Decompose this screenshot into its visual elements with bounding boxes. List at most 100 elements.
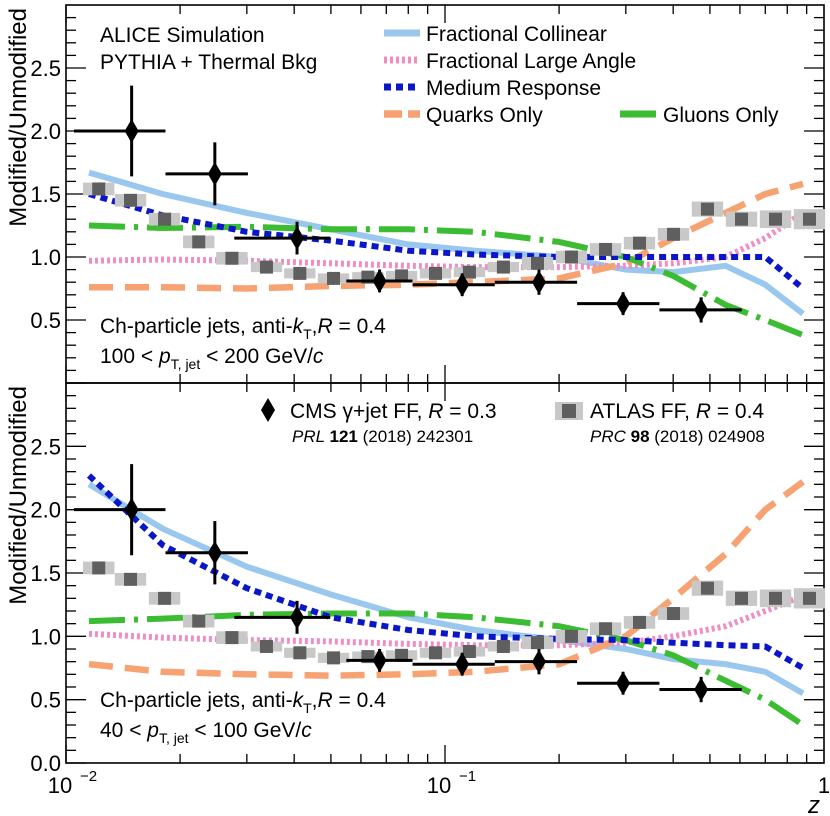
atlas-point xyxy=(158,212,172,226)
atlas-point xyxy=(496,639,510,653)
y-tick-label: 1.5 xyxy=(30,182,61,207)
atlas-point xyxy=(395,648,409,662)
atlas-point xyxy=(192,235,206,249)
atlas-point xyxy=(530,636,544,650)
cms-point xyxy=(616,671,631,696)
x-axis-title: z xyxy=(807,792,820,816)
cms-point xyxy=(455,652,470,677)
y-tick-label: 2.5 xyxy=(30,434,61,459)
atlas-point xyxy=(225,251,239,265)
atlas-point xyxy=(599,622,613,636)
atlas-point xyxy=(735,212,749,226)
legend-label-collinear: Fractional Collinear xyxy=(426,23,607,46)
atlas-point xyxy=(802,591,816,605)
panel-annotation-pt-range: 40 < pT, jet < 100 GeV/c xyxy=(100,719,312,746)
y-axis-title: Modified/Unmodified xyxy=(5,8,32,227)
atlas-point xyxy=(700,581,714,595)
y-axis-title: Modified/Unmodified xyxy=(5,386,32,605)
cms-point xyxy=(372,268,387,293)
atlas-point xyxy=(667,607,681,621)
atlas-point xyxy=(259,639,273,653)
cms-point xyxy=(290,226,305,251)
legend-atlas-marker xyxy=(562,404,576,418)
medium-curve xyxy=(86,473,805,671)
cms-point xyxy=(124,119,139,143)
cms-point xyxy=(616,291,631,316)
cms-point xyxy=(694,297,709,322)
x-tick-exponent: −2 xyxy=(80,768,97,785)
y-tick-label: 2.0 xyxy=(30,119,61,144)
legend-label-large-angle: Fractional Large Angle xyxy=(426,50,636,73)
atlas-point xyxy=(667,227,681,241)
atlas-point xyxy=(124,193,138,207)
y-tick-label: 1.0 xyxy=(30,245,61,270)
atlas-point xyxy=(633,615,647,629)
atlas-point xyxy=(293,646,307,660)
top-panel-curves xyxy=(88,169,805,338)
cms-point xyxy=(372,648,387,673)
atlas-point xyxy=(599,242,613,256)
atlas-point xyxy=(769,591,783,605)
bottom-panel-data-points xyxy=(74,464,826,703)
panel-annotation-jets: Ch-particle jets, anti-kT,R = 0.4 xyxy=(100,689,386,716)
legend-cms-marker xyxy=(261,398,275,422)
panel-annotation-jets: Ch-particle jets, anti-kT,R = 0.4 xyxy=(100,315,386,342)
x-tick-label-1e-1: 10 xyxy=(427,773,451,798)
gluons-curve xyxy=(88,610,805,728)
atlas-point xyxy=(735,591,749,605)
legend-cms-reference: PRL 121 (2018) 242301 xyxy=(292,427,473,446)
atlas-point xyxy=(564,629,578,643)
x-tick-label-1e-2: 10 xyxy=(48,773,72,798)
legend-label-gluons: Gluons Only xyxy=(663,104,779,127)
cms-point xyxy=(207,161,222,186)
cms-point xyxy=(455,272,470,297)
atlas-point xyxy=(92,561,106,575)
y-tick-label: 0.5 xyxy=(30,308,61,333)
cms-point xyxy=(531,270,546,295)
legend-cms-label: CMS γ+jet FF, R = 0.3 xyxy=(290,400,497,423)
y-tick-label: 1.5 xyxy=(30,561,61,586)
atlas-point xyxy=(462,645,476,659)
legend-atlas-reference: PRC 98 (2018) 024908 xyxy=(590,427,765,446)
cms-point xyxy=(207,540,222,565)
header-alice-simulation: ALICE Simulation xyxy=(100,24,265,47)
legend-label-quarks: Quarks Only xyxy=(426,104,543,127)
bottom-panel: 0.00.51.01.52.02.5Modified/Unmodified10−… xyxy=(5,382,830,816)
atlas-point xyxy=(225,631,239,645)
atlas-point xyxy=(700,202,714,216)
atlas-point xyxy=(192,614,206,628)
cms-point xyxy=(531,649,546,674)
atlas-point xyxy=(429,646,443,660)
top-panel-data-points xyxy=(74,85,826,323)
atlas-point xyxy=(633,236,647,250)
y-tick-label: 0.5 xyxy=(30,688,61,713)
atlas-point xyxy=(564,250,578,264)
atlas-point xyxy=(327,271,341,285)
quarks-curve xyxy=(88,479,805,679)
atlas-point xyxy=(293,266,307,280)
atlas-point xyxy=(496,260,510,274)
cms-point xyxy=(694,677,709,702)
atlas-point xyxy=(158,591,172,605)
atlas-point xyxy=(124,572,138,586)
atlas-point xyxy=(259,260,273,274)
y-tick-label: 0.0 xyxy=(30,751,61,776)
cms-point xyxy=(290,605,305,630)
legend-and-annotations: Ch-particle jets, anti-kT,R = 0.4 100 < p… xyxy=(100,23,779,746)
atlas-point xyxy=(429,266,443,280)
y-tick-label: 1.0 xyxy=(30,624,61,649)
panel-annotation-pt-range: 100 < pT, jet < 200 GeV/c xyxy=(100,345,324,372)
cms-point xyxy=(124,497,139,522)
atlas-point xyxy=(92,182,106,196)
atlas-point xyxy=(327,651,341,665)
y-tick-label: 2.5 xyxy=(30,56,61,81)
x-tick-exponent: −1 xyxy=(459,768,476,785)
legend-label-medium: Medium Response xyxy=(426,77,601,100)
medium-curve xyxy=(88,191,805,291)
atlas-point xyxy=(802,212,816,226)
atlas-point xyxy=(462,265,476,279)
quarks-curve xyxy=(89,180,804,292)
